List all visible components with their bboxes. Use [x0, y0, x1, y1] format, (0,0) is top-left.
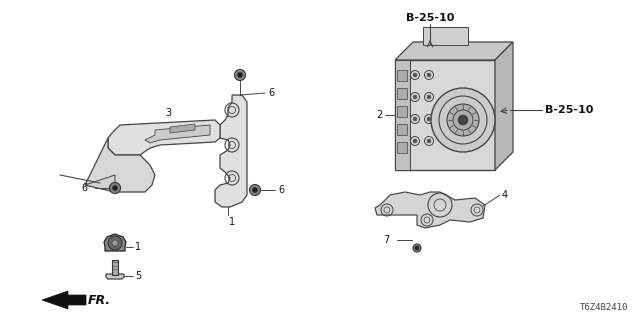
Polygon shape	[395, 60, 410, 170]
Circle shape	[427, 95, 431, 99]
Polygon shape	[170, 124, 195, 133]
Text: 6: 6	[81, 183, 87, 193]
Text: 5: 5	[135, 271, 141, 281]
Circle shape	[447, 104, 479, 136]
Polygon shape	[375, 192, 485, 228]
Text: 1: 1	[135, 242, 141, 252]
Text: 1: 1	[229, 217, 235, 227]
Polygon shape	[104, 234, 126, 251]
Text: B-25-10: B-25-10	[545, 105, 593, 115]
Bar	[423, 27, 468, 45]
Bar	[397, 142, 407, 153]
Circle shape	[427, 117, 431, 121]
Circle shape	[113, 186, 118, 190]
Polygon shape	[85, 175, 115, 192]
Text: B-25-10: B-25-10	[406, 13, 454, 23]
Polygon shape	[108, 120, 220, 155]
Circle shape	[431, 88, 495, 152]
Polygon shape	[395, 42, 513, 60]
Circle shape	[413, 95, 417, 99]
Circle shape	[234, 69, 246, 81]
Text: 6: 6	[268, 88, 274, 98]
Text: 3: 3	[165, 108, 171, 118]
Polygon shape	[395, 60, 495, 170]
Circle shape	[253, 188, 257, 193]
Bar	[397, 106, 407, 117]
Bar	[397, 70, 407, 81]
Circle shape	[237, 73, 243, 77]
Text: 2: 2	[376, 110, 382, 120]
Circle shape	[413, 244, 421, 252]
Circle shape	[427, 73, 431, 77]
Text: 6: 6	[278, 185, 284, 195]
Circle shape	[413, 139, 417, 143]
Polygon shape	[85, 138, 155, 192]
Circle shape	[250, 185, 260, 196]
Text: 4: 4	[502, 190, 508, 200]
Circle shape	[108, 236, 122, 250]
Polygon shape	[215, 95, 247, 207]
Circle shape	[413, 117, 417, 121]
Text: T6Z4B2410: T6Z4B2410	[580, 303, 628, 312]
Polygon shape	[42, 291, 86, 309]
Circle shape	[112, 240, 118, 246]
Circle shape	[415, 246, 419, 250]
Polygon shape	[495, 42, 513, 170]
Bar	[397, 88, 407, 99]
Bar	[397, 124, 407, 135]
Polygon shape	[106, 274, 124, 279]
Text: 7: 7	[383, 235, 389, 245]
Bar	[112, 260, 118, 275]
Circle shape	[413, 73, 417, 77]
Text: FR.: FR.	[88, 293, 111, 307]
Circle shape	[109, 182, 120, 194]
Circle shape	[458, 115, 468, 125]
Circle shape	[427, 139, 431, 143]
Polygon shape	[145, 125, 210, 143]
